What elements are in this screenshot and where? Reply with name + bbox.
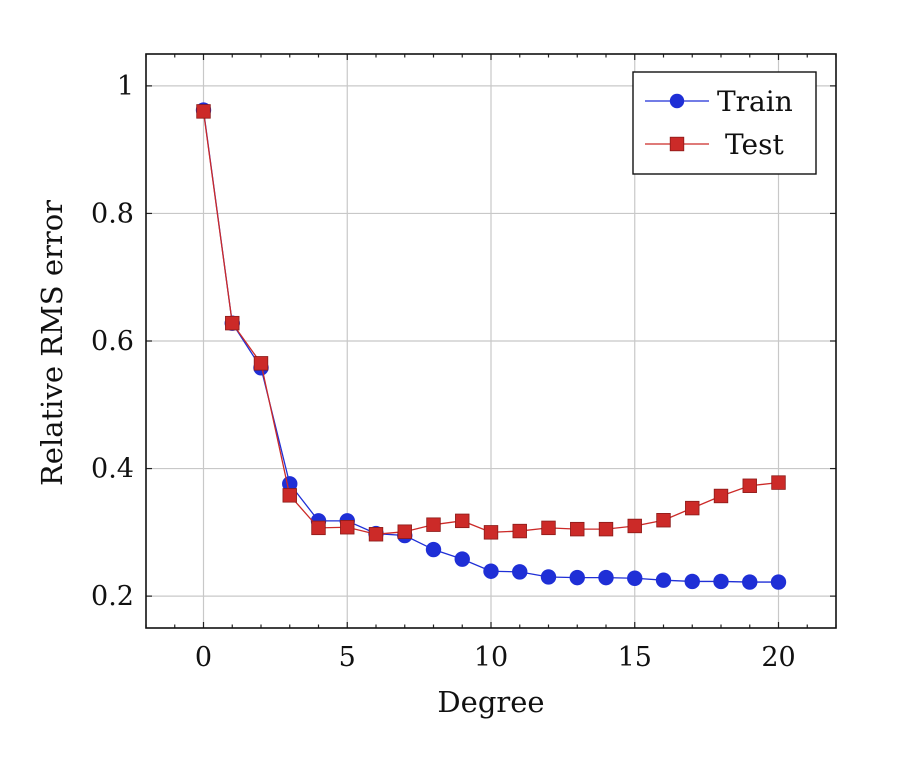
y-tick-label: 0.8 (91, 198, 134, 229)
legend-box (632, 71, 817, 175)
data-point-test (253, 356, 269, 371)
data-point-test (627, 518, 642, 534)
data-point-test (282, 488, 297, 503)
data-point-train (713, 573, 729, 590)
y-tick-label: 1 (117, 71, 134, 102)
y-axis-label: Relative RMS error (35, 200, 69, 486)
series-group (195, 102, 787, 590)
x-axis-label: Degree (437, 685, 544, 719)
data-point-test (368, 527, 384, 542)
legend-entry-train: Train (645, 85, 793, 118)
data-point-train (425, 541, 442, 558)
data-point-test (656, 513, 671, 528)
x-tick-label: 0 (195, 642, 212, 673)
legend-label-train: Train (717, 85, 793, 118)
data-point-test (225, 315, 240, 331)
data-point-test (311, 520, 326, 536)
legend-entry-test: Test (645, 128, 784, 161)
data-point-test (340, 520, 355, 535)
data-point-test (771, 475, 786, 490)
data-point-test (483, 525, 499, 540)
data-point-train (655, 572, 672, 588)
tick-labels: 0 5 10 15 20 0.2 0.4 0.6 0.8 1 (91, 71, 796, 673)
data-point-test (397, 524, 412, 539)
data-point-test (742, 478, 757, 493)
data-point-test (426, 517, 441, 532)
y-tick-label: 0.6 (91, 326, 134, 357)
x-tick-label: 10 (474, 642, 508, 673)
legend-label-test: Test (725, 128, 784, 161)
data-point-test (196, 104, 211, 119)
y-tick-label: 0.4 (91, 454, 134, 485)
data-point-train (569, 569, 585, 586)
axis-ticks (145, 54, 837, 628)
data-point-train (684, 573, 700, 590)
data-point-train (627, 570, 643, 586)
data-point-test (455, 513, 470, 529)
x-tick-label: 5 (339, 642, 356, 673)
legend: Train Test (632, 71, 817, 175)
data-point-train (454, 551, 470, 567)
y-tick-label: 0.2 (91, 581, 134, 612)
data-point-test (512, 523, 527, 539)
data-point-train (483, 563, 499, 579)
data-point-train (770, 574, 787, 590)
data-point-train (540, 569, 557, 585)
data-point-test (570, 521, 585, 537)
x-tick-label: 15 (618, 642, 652, 673)
plot-frame (145, 53, 837, 629)
data-point-test (713, 488, 729, 504)
data-point-train (742, 574, 758, 590)
data-point-test (685, 500, 700, 516)
series-test (196, 104, 786, 542)
data-point-test (541, 520, 556, 536)
legend-marker-train (669, 93, 685, 109)
data-point-test (598, 521, 614, 537)
data-point-train (512, 564, 528, 580)
data-point-train (598, 569, 614, 586)
legend-marker-test (669, 136, 685, 152)
x-tick-label: 20 (761, 642, 795, 673)
